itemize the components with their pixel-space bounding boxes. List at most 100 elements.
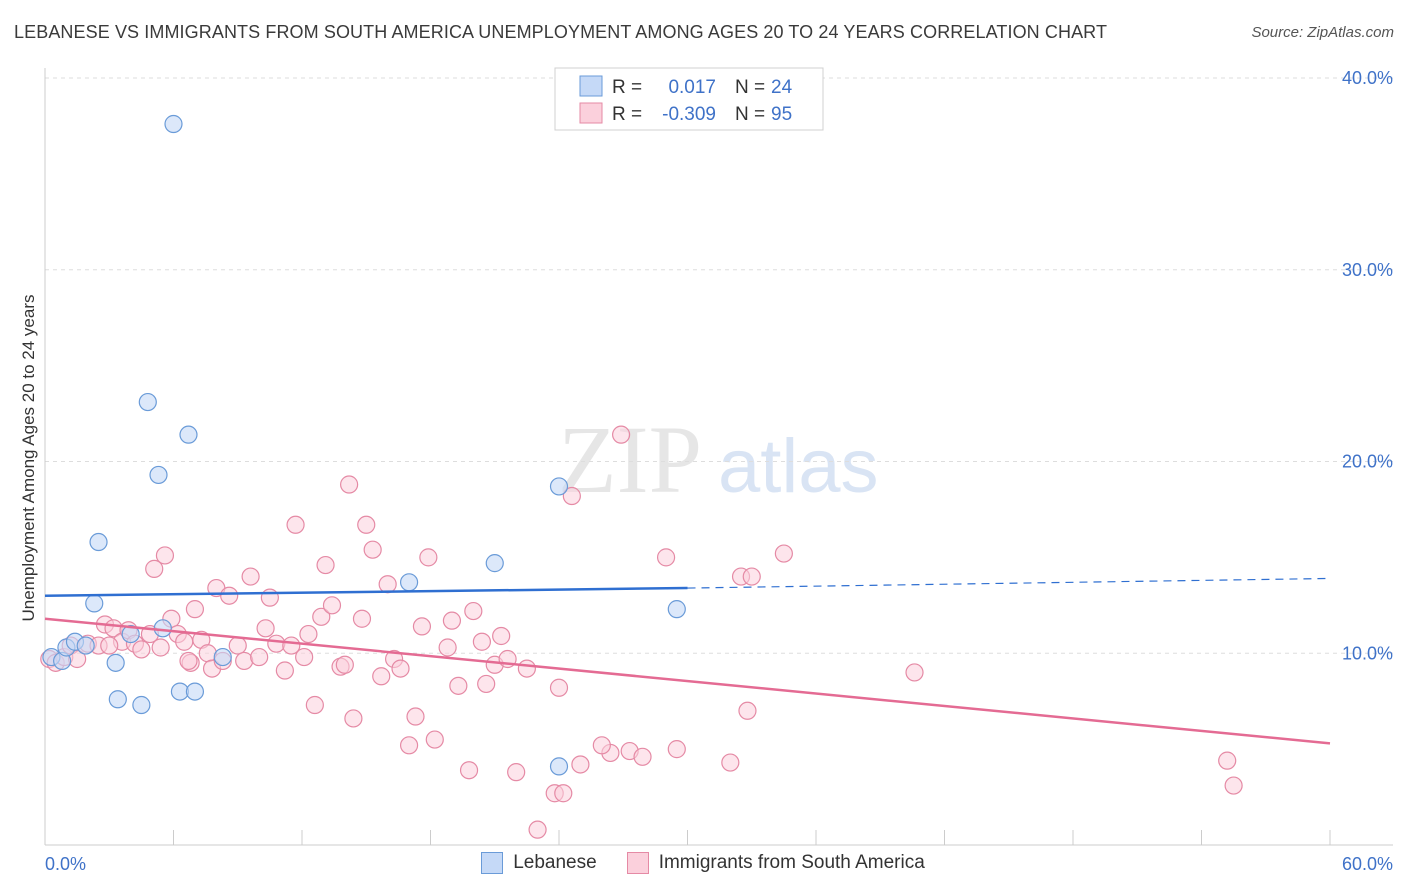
trend-lines	[44, 577, 1331, 745]
lebanese-point-8	[108, 690, 127, 709]
legend-label-lebanese: Lebanese	[513, 852, 597, 873]
immigrants-point-66	[492, 626, 511, 646]
immigrants-point-58	[425, 730, 444, 749]
watermark-zip: ZIP	[558, 406, 702, 513]
lebanese-point-6	[89, 532, 108, 552]
chart-title: LEBANESE VS IMMIGRANTS FROM SOUTH AMERIC…	[14, 22, 1108, 42]
immigrants-point-81	[667, 740, 686, 759]
immigrants-point-87	[905, 663, 924, 682]
immigrants-point-54	[399, 736, 419, 755]
immigrants-point-37	[286, 515, 305, 534]
immigrants-point-80	[656, 548, 676, 567]
lebanese-point-13	[153, 619, 172, 638]
immigrants-point-47	[352, 609, 372, 628]
immigrants-point-74	[562, 486, 581, 506]
y-tick-label-2: 30.0%	[1342, 260, 1393, 280]
immigrants-point-43	[322, 596, 342, 615]
immigrants-trend-line	[44, 617, 1331, 745]
immigrants-point-19	[175, 632, 194, 651]
stats-r-label-lebanese: R =	[612, 77, 642, 98]
immigrants-point-68	[507, 763, 526, 782]
lebanese-point-7	[106, 653, 125, 672]
immigrants-point-15	[151, 638, 170, 657]
lebanese-point-14	[164, 114, 183, 134]
immigrants-point-56	[412, 617, 432, 636]
immigrants-point-91	[464, 601, 483, 621]
immigrants-point-59	[438, 638, 457, 657]
immigrants-point-14	[145, 559, 164, 578]
immigrants-point-21	[185, 600, 205, 619]
immigrants-point-94	[335, 655, 354, 674]
immigrants-point-28	[228, 636, 247, 655]
lebanese-point-22	[549, 477, 569, 496]
stats-n-label-immigrants: N =	[735, 104, 765, 125]
y-tick-label-0: 10.0%	[1342, 643, 1393, 663]
immigrants-point-30	[241, 567, 260, 586]
stats-n-value-lebanese: 24	[771, 77, 793, 98]
immigrants-point-46	[344, 709, 363, 728]
immigrants-point-90	[592, 736, 611, 755]
immigrants-point-89	[1224, 776, 1243, 795]
series-lebanese-points	[42, 114, 686, 776]
lebanese-point-18	[213, 647, 232, 667]
immigrants-point-39	[299, 624, 318, 644]
immigrants-point-51	[378, 575, 397, 594]
immigrants-point-64	[477, 674, 496, 694]
immigrants-point-53	[391, 659, 410, 678]
immigrants-point-92	[100, 636, 119, 655]
immigrants-point-23	[198, 644, 217, 663]
immigrants-point-49	[363, 540, 382, 559]
x-tick-label-0: 0.0%	[45, 854, 86, 874]
x-tick-labels: 0.0% 60.0%	[45, 854, 1393, 874]
immigrants-point-70	[528, 820, 547, 839]
series-immigrants-points	[40, 425, 1243, 839]
legend-item-lebanese: Lebanese	[481, 852, 597, 874]
lebanese-point-19	[399, 573, 419, 592]
lebanese-point-9	[121, 624, 140, 644]
stats-r-value-immigrants: -0.309	[662, 104, 716, 125]
immigrants-point-55	[406, 707, 425, 726]
immigrants-point-69	[517, 659, 536, 678]
lebanese-point-20	[485, 554, 504, 573]
immigrants-point-82	[721, 753, 740, 772]
immigrants-point-12	[132, 640, 151, 659]
immigrants-point-29	[235, 651, 254, 671]
lebanese-point-12	[149, 465, 168, 485]
immigrants-point-27	[220, 586, 239, 605]
immigrants-point-34	[267, 634, 286, 653]
lebanese-trend-extension	[687, 577, 1331, 589]
stats-legend: R = 0.017 N = 24 R = -0.309 N = 95	[554, 67, 824, 131]
immigrants-point-31	[250, 647, 269, 667]
lebanese-point-23	[667, 600, 686, 619]
source-label: Source: ZipAtlas.com	[1251, 24, 1394, 41]
immigrants-point-35	[275, 661, 294, 680]
lebanese-point-5	[85, 594, 104, 613]
stats-legend-swatch-immigrants	[579, 102, 603, 124]
immigrants-point-72	[549, 678, 569, 697]
lebanese-point-16	[179, 425, 198, 444]
immigrants-point-38	[295, 647, 314, 667]
immigrants-point-60	[442, 611, 462, 630]
immigrants-point-75	[571, 755, 590, 774]
stats-r-label-immigrants: R =	[612, 104, 642, 125]
immigrants-point-63	[472, 632, 491, 651]
y-tick-labels: 10.0% 20.0% 30.0% 40.0%	[1342, 68, 1393, 663]
y-tick-label-3: 40.0%	[1342, 68, 1393, 88]
immigrants-point-50	[372, 667, 391, 686]
stats-n-label-lebanese: N =	[735, 77, 765, 98]
immigrants-point-77	[612, 425, 631, 444]
immigrants-point-32	[256, 619, 275, 638]
immigrants-point-86	[774, 544, 793, 563]
immigrants-point-62	[459, 761, 479, 780]
immigrants-point-57	[419, 548, 438, 567]
immigrants-point-73	[554, 784, 573, 803]
stats-n-value-immigrants: 95	[771, 104, 792, 125]
immigrants-point-61	[449, 676, 468, 695]
immigrants-point-85	[742, 567, 761, 586]
lebanese-point-10	[132, 695, 151, 715]
axes	[44, 68, 1393, 846]
immigrants-point-88	[1218, 751, 1237, 770]
immigrants-point-79	[633, 747, 652, 766]
immigrants-point-33	[260, 588, 279, 607]
